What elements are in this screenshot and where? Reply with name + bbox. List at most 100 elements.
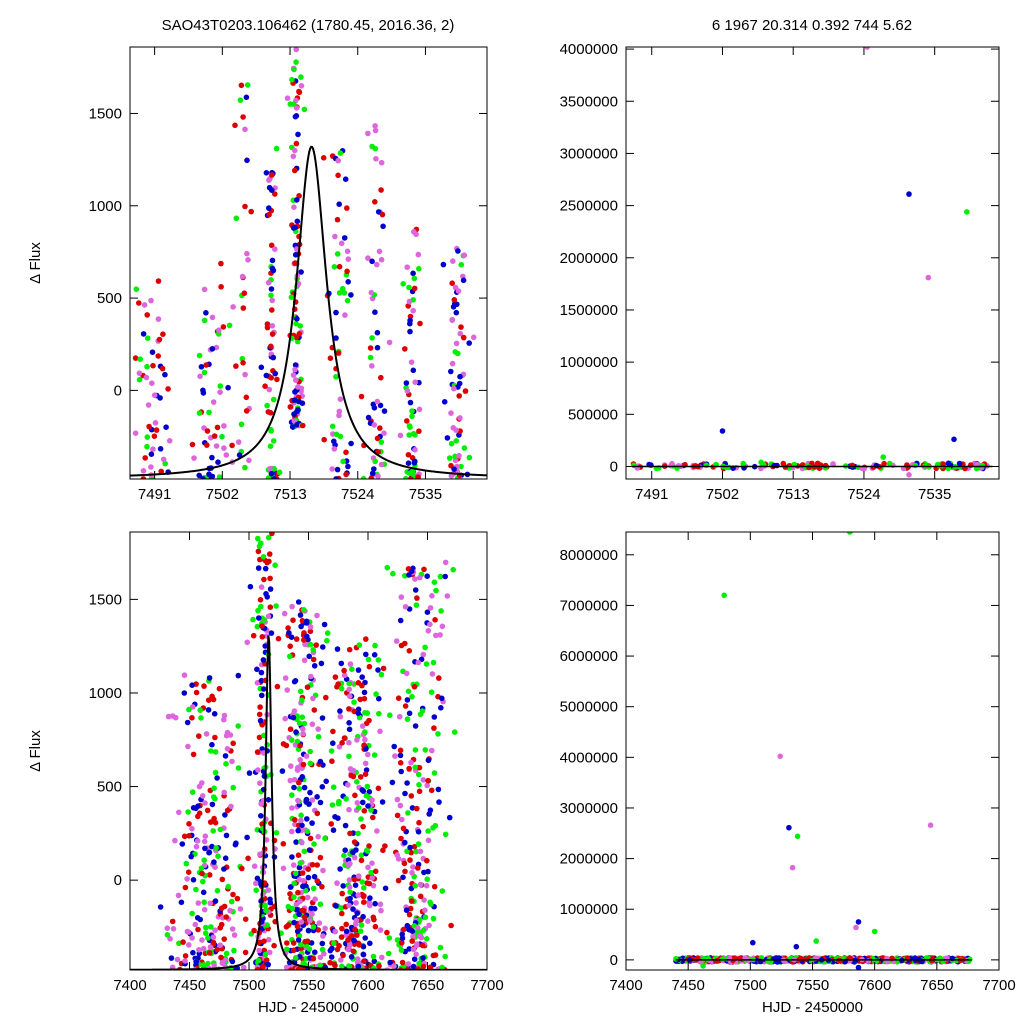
data-point — [346, 806, 352, 813]
data-point — [404, 716, 411, 722]
y-tick-label: 1500000 — [560, 302, 618, 319]
data-point — [218, 284, 224, 290]
data-point — [361, 885, 367, 891]
data-point — [282, 675, 289, 681]
data-point — [291, 894, 297, 900]
data-point — [319, 784, 326, 790]
data-point — [415, 829, 422, 835]
data-point — [218, 921, 225, 928]
data-point — [408, 759, 414, 766]
data-point — [289, 76, 295, 83]
data-point — [398, 594, 405, 600]
data-point — [285, 625, 291, 631]
data-point — [330, 740, 336, 746]
data-point — [192, 921, 199, 928]
data-point — [359, 879, 366, 885]
data-point — [214, 946, 220, 953]
data-point — [294, 338, 301, 345]
data-point — [342, 176, 349, 182]
data-point — [269, 532, 275, 537]
data-point — [294, 316, 300, 322]
data-point — [367, 940, 373, 947]
data-point — [338, 934, 345, 940]
data-point — [166, 438, 173, 444]
data-point — [301, 914, 308, 920]
data-point — [427, 899, 433, 906]
data-point — [346, 739, 352, 746]
data-point — [408, 359, 415, 366]
data-point — [433, 587, 439, 594]
data-point — [363, 651, 369, 658]
data-point — [216, 327, 222, 334]
data-point — [160, 456, 167, 463]
data-point — [258, 813, 264, 819]
data-point — [402, 703, 409, 709]
data-point — [346, 720, 352, 726]
data-point — [361, 808, 368, 814]
data-point — [378, 187, 384, 193]
data-point — [179, 841, 186, 847]
data-point — [337, 866, 343, 872]
data-point — [365, 130, 371, 137]
data-point — [141, 302, 148, 308]
data-point — [300, 761, 307, 768]
data-point — [410, 946, 417, 953]
data-point — [331, 264, 338, 270]
data-point — [218, 260, 224, 267]
data-point — [374, 344, 381, 351]
data-point — [442, 559, 449, 566]
data-point — [333, 309, 339, 316]
data-point — [375, 785, 382, 792]
plot-title-right: 6 1967 20.314 0.392 744 5.62 — [712, 17, 912, 34]
data-point — [231, 932, 238, 938]
data-point — [315, 927, 322, 933]
data-point — [256, 734, 263, 741]
data-point — [881, 460, 887, 467]
data-point — [873, 462, 880, 469]
data-point — [338, 957, 344, 963]
data-point — [320, 644, 326, 650]
data-point — [263, 372, 270, 379]
data-point — [258, 364, 265, 371]
data-point — [206, 849, 213, 856]
data-point — [235, 439, 242, 445]
data-point — [295, 599, 302, 605]
data-point — [365, 918, 371, 924]
data-point — [450, 425, 457, 431]
data-point — [162, 371, 168, 378]
data-point — [368, 807, 374, 813]
data-point — [293, 377, 299, 383]
data-point — [333, 374, 339, 380]
data-point — [345, 463, 351, 470]
data-point — [206, 675, 213, 681]
y-axis-label: Δ Flux — [27, 730, 44, 772]
data-point — [363, 767, 370, 773]
data-point — [371, 466, 377, 472]
data-point — [354, 910, 361, 916]
data-point — [290, 617, 296, 623]
data-point — [372, 145, 379, 152]
data-point — [409, 938, 416, 944]
data-point — [822, 462, 829, 469]
data-point — [266, 558, 272, 565]
data-point — [360, 799, 366, 806]
data-point — [438, 608, 444, 614]
data-point — [181, 833, 188, 840]
data-point — [385, 950, 392, 957]
data-point — [906, 472, 912, 478]
data-point — [208, 924, 214, 930]
data-point — [411, 285, 418, 292]
data-point — [284, 940, 290, 946]
data-point — [223, 950, 230, 957]
data-point — [170, 926, 177, 932]
data-point — [291, 204, 297, 210]
data-point — [284, 687, 291, 693]
data-point — [144, 434, 151, 440]
data-point — [253, 880, 259, 887]
data-point — [193, 689, 200, 696]
data-point — [220, 324, 227, 330]
data-point — [201, 899, 207, 905]
data-point — [345, 862, 352, 868]
data-point — [189, 682, 195, 688]
data-point — [299, 714, 306, 720]
